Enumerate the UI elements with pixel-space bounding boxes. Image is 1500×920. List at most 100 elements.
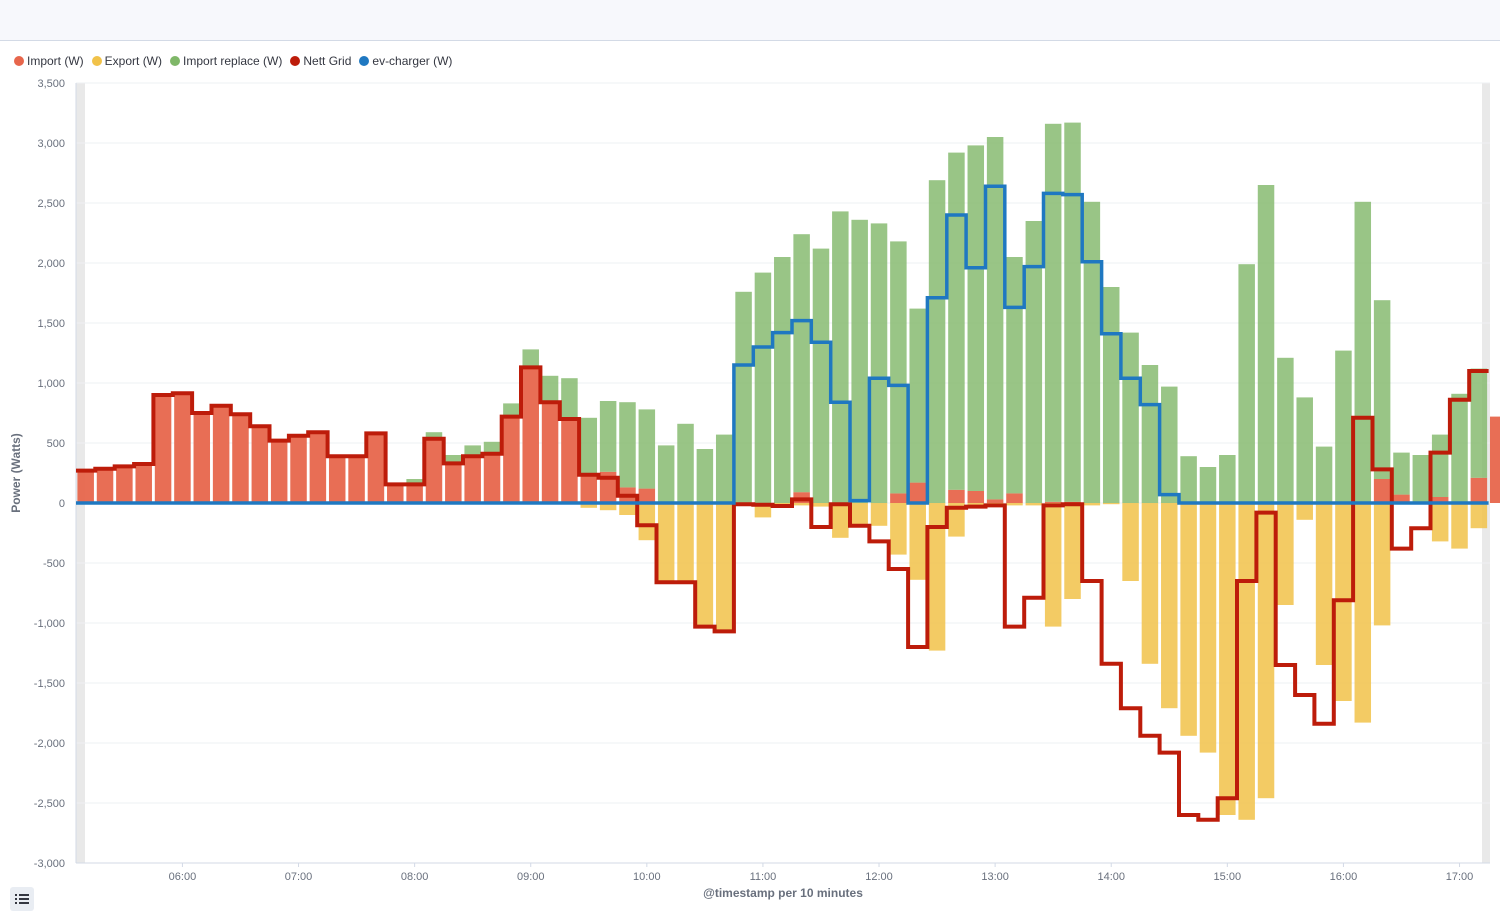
import-replace-bar [619, 402, 636, 488]
import-replace-bar [928, 180, 946, 503]
export-bar [1102, 503, 1120, 505]
export-bar [1451, 503, 1468, 549]
import-bar [290, 435, 307, 503]
legend-label-import-replace: Import replace (W) [183, 54, 283, 68]
export-bar [1431, 503, 1449, 542]
export-bar [948, 503, 965, 537]
export-bar [1315, 503, 1333, 665]
import-bar [638, 488, 656, 503]
x-tick-label: 09:00 [517, 871, 545, 883]
export-bar [851, 503, 868, 527]
export-bar [1006, 503, 1023, 506]
import-replace-bar [1141, 365, 1159, 503]
y-tick-label: 2,500 [37, 198, 65, 210]
import-replace-bar [851, 219, 868, 504]
x-axis-title: @timestamp per 10 minutes [703, 886, 863, 900]
import-replace-bar [1044, 123, 1062, 502]
import-bar [1393, 494, 1410, 503]
x-tick-label: 15:00 [1214, 871, 1242, 883]
x-tick-label: 17:00 [1446, 871, 1474, 883]
import-replace-bar [1083, 201, 1101, 504]
import-replace-bar [909, 308, 926, 483]
export-bar [1161, 503, 1178, 709]
y-tick-label: 0 [59, 498, 65, 510]
y-tick-label: -2,000 [34, 738, 65, 750]
import-replace-bar [1122, 332, 1139, 503]
export-bar [1219, 503, 1236, 815]
import-replace-bar [986, 137, 1004, 500]
import-bar [890, 493, 907, 503]
import-bar [135, 464, 152, 503]
bars-layer [77, 122, 1500, 820]
x-tick-label: 12:00 [865, 871, 893, 883]
y-tick-label: -3,000 [34, 858, 65, 870]
import-replace-bar [483, 441, 501, 454]
export-bar [1354, 503, 1372, 723]
legend-dot-import [14, 56, 24, 66]
import-bar [1006, 493, 1023, 503]
export-bar [1122, 503, 1139, 581]
legend-dot-nett-grid [290, 56, 301, 66]
import-replace-bar [1431, 434, 1449, 497]
import-bar [96, 468, 114, 503]
import-replace-bar [425, 432, 443, 439]
export-bar [599, 503, 617, 511]
import-replace-bar [503, 403, 520, 417]
y-tick-label: -1,000 [34, 618, 65, 630]
import-replace-bar [948, 152, 965, 490]
import-replace-bar [1219, 455, 1236, 503]
import-replace-bar [696, 449, 714, 503]
import-replace-bar [1470, 368, 1488, 478]
x-tick-label: 14:00 [1097, 871, 1125, 883]
legend-item-export[interactable]: Export (W) [91, 54, 162, 68]
import-replace-bar [1354, 201, 1372, 504]
legend-dot-export [91, 56, 102, 66]
y-axis-title: Power (Watts) [9, 433, 23, 513]
import-bar [1044, 501, 1062, 503]
legend-item-import-replace[interactable]: Import replace (W) [170, 54, 282, 68]
import-replace-bar [541, 375, 559, 403]
x-tick-label: 10:00 [633, 871, 661, 883]
import-bar [580, 474, 598, 503]
import-replace-bar [1393, 452, 1410, 495]
export-bar [696, 503, 714, 627]
export-bar [638, 503, 656, 541]
export-bar [619, 503, 636, 515]
import-bar [1470, 477, 1488, 503]
legend-item-ev-charger[interactable]: ev-charger (W) [359, 54, 452, 68]
import-replace-bar [1102, 287, 1120, 503]
export-bar [677, 503, 694, 583]
export-bar [1064, 503, 1081, 599]
import-bar [986, 499, 1004, 503]
import-replace-bar [657, 445, 675, 503]
legend-item-import[interactable]: Import (W) [14, 54, 84, 68]
import-replace-bar [1412, 455, 1430, 503]
import-bar [445, 463, 462, 503]
import-bar [561, 419, 578, 503]
export-bar [1238, 503, 1255, 820]
legend-label-ev-charger: ev-charger (W) [372, 54, 453, 68]
import-bar [154, 395, 172, 503]
import-replace-bar [1315, 446, 1333, 503]
y-tick-label: 500 [47, 438, 65, 450]
export-bar [657, 503, 675, 583]
import-bar [1489, 416, 1500, 503]
import-bar [309, 432, 327, 503]
export-bar [1083, 503, 1101, 506]
import-replace-bar [561, 378, 578, 419]
x-tick-label: 13:00 [981, 871, 1009, 883]
legend-toggle-button[interactable] [10, 887, 34, 911]
export-bar [715, 503, 733, 632]
import-replace-bar [1199, 467, 1217, 503]
import-replace-bar [580, 417, 598, 475]
export-bar [580, 503, 598, 508]
import-replace-bar [464, 445, 481, 457]
import-replace-bar [599, 401, 617, 472]
export-bar [1180, 503, 1197, 736]
lines-layer [76, 184, 1489, 822]
export-bar [1044, 503, 1062, 627]
import-replace-bar [445, 455, 462, 464]
export-bar [1296, 503, 1313, 520]
legend-item-nett-grid[interactable]: Nett Grid [290, 54, 351, 68]
